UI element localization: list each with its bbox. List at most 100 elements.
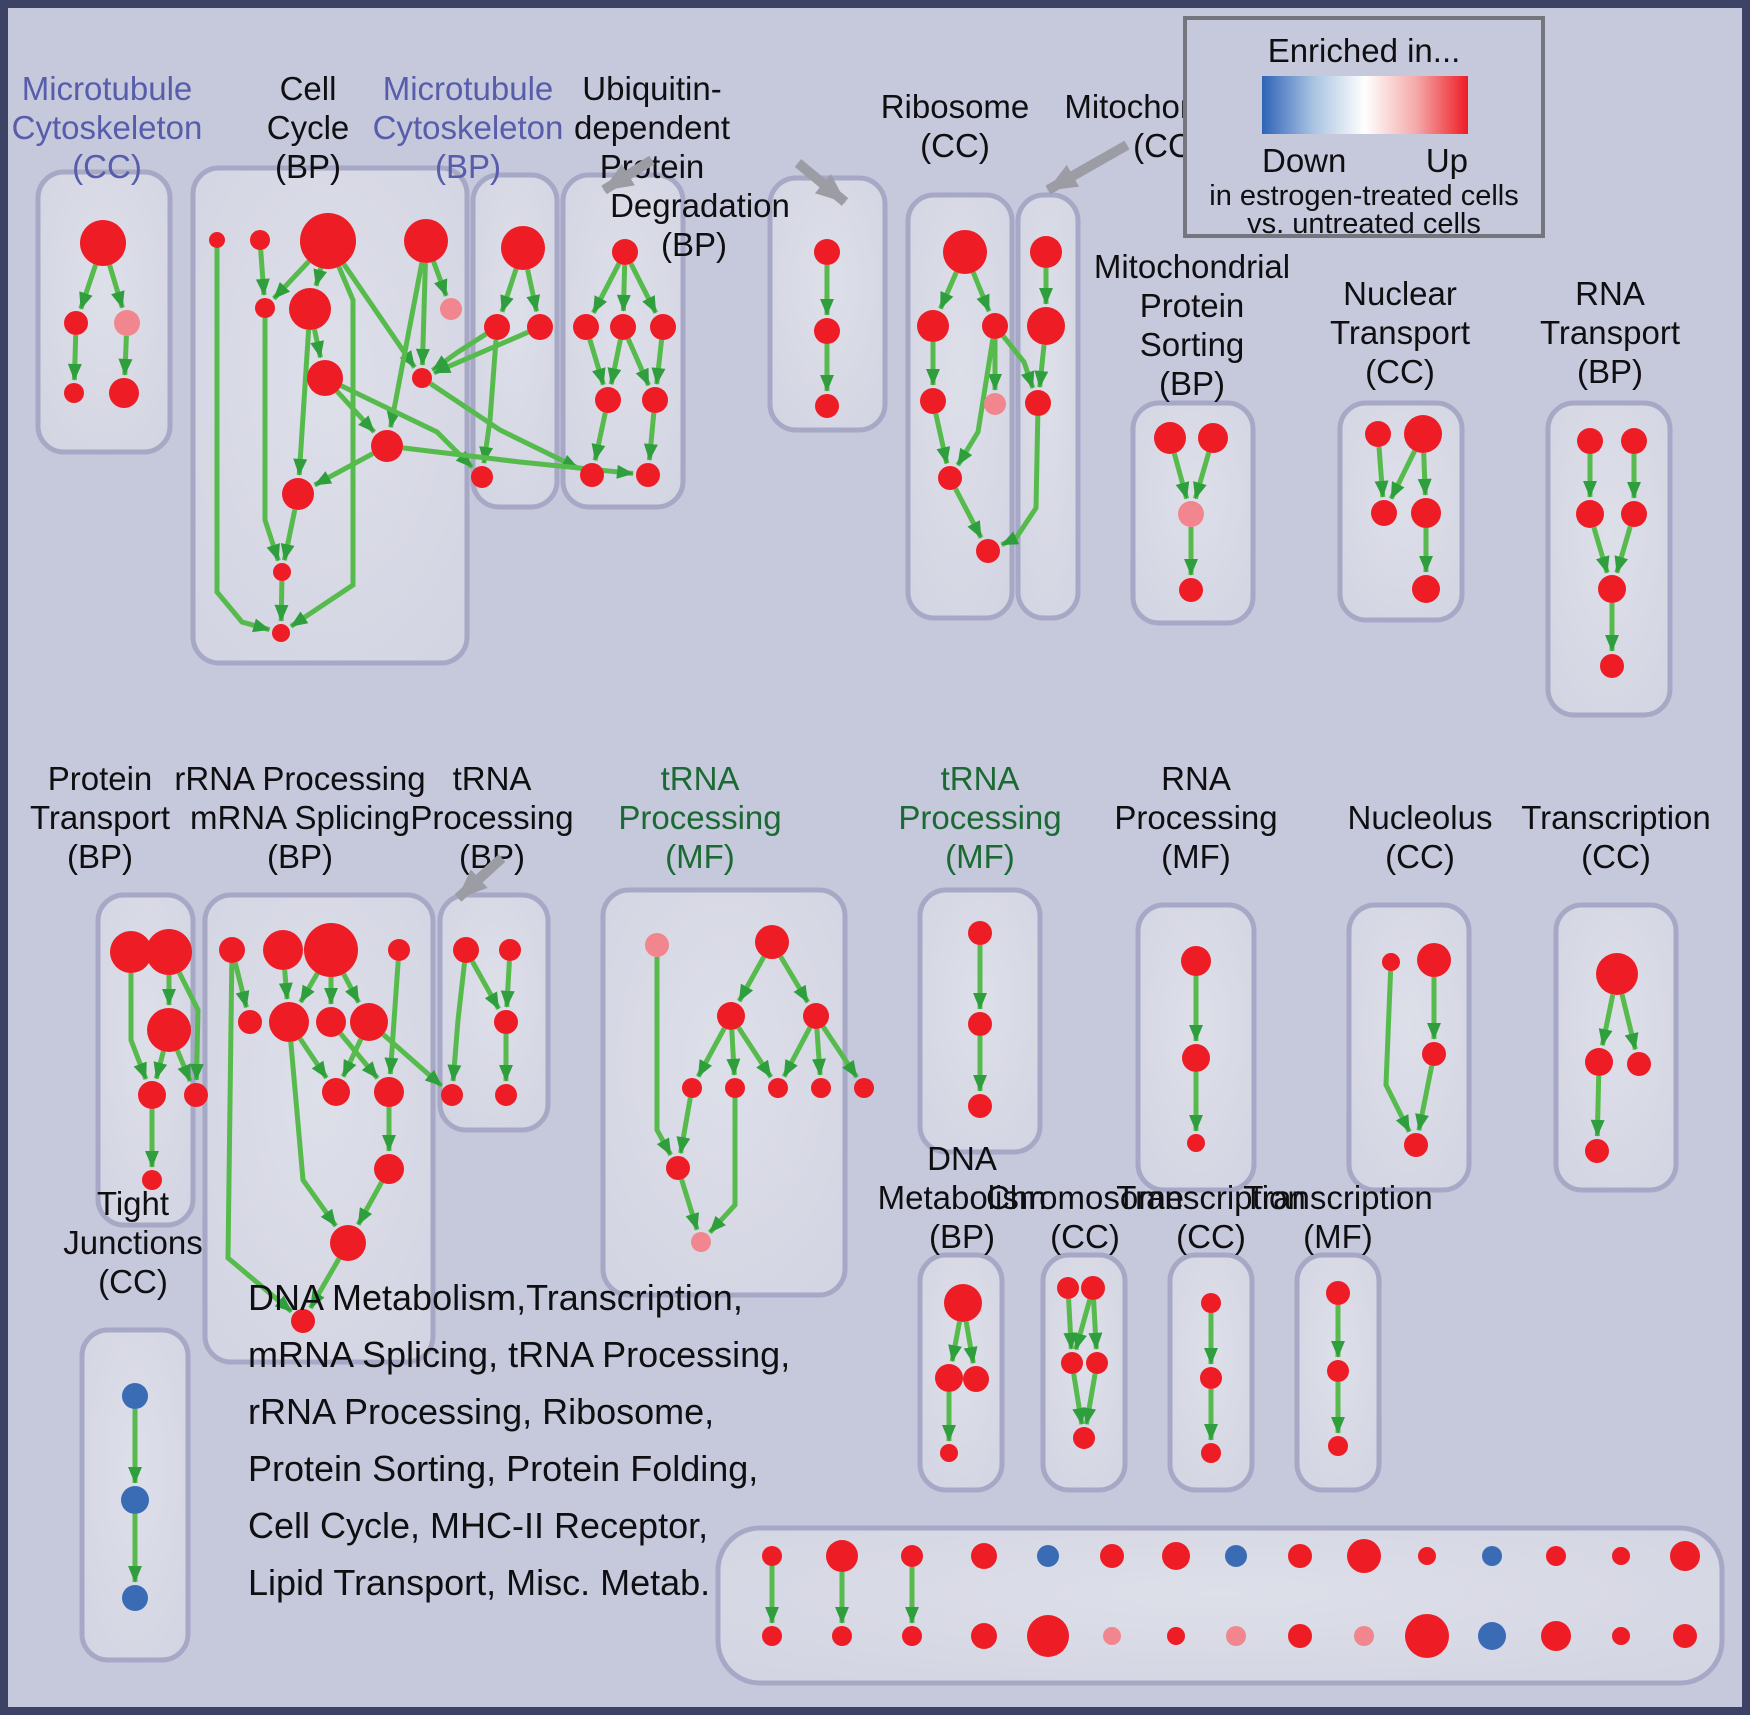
- label-pointer-arrow: [454, 854, 506, 902]
- go-edge-rrna_mrna: [341, 972, 361, 1004]
- go-edge-transcription_cc_a: [1619, 993, 1639, 1051]
- go-term-node-transcription_cc_b-e1: [1201, 1293, 1221, 1313]
- go-term-node-trna_mf_a-g7: [768, 1078, 788, 1098]
- go-term-node-dna_metabolism-d2: [935, 1364, 963, 1392]
- go-edge-mt_cyto_bp: [499, 268, 519, 313]
- strip-top-node-11: [1482, 1546, 1502, 1566]
- strip-top-node-10: [1418, 1547, 1436, 1565]
- go-edge-rrna_mrna: [356, 1180, 384, 1226]
- go-term-node-rna_transport-q5: [1598, 575, 1626, 603]
- go-edge-mt_cyto_bp: [525, 268, 541, 313]
- summary-strip-box: [715, 1525, 1725, 1686]
- go-edge-ubiquitin: [607, 339, 623, 385]
- strip-bottom-node-4: [1027, 1615, 1069, 1657]
- go-edge-cell_cycle: [293, 329, 312, 476]
- legend-gradient-bar: [1262, 76, 1468, 134]
- go-edge-cell_cycle: [310, 328, 324, 359]
- go-term-node-ribosome-r4: [920, 388, 946, 414]
- go-term-node-trna_bp-tb3: [494, 1010, 518, 1034]
- go-term-node-transcription_cc_a-tc1: [1596, 953, 1638, 995]
- go-term-node-transcription_cc_a-tc2: [1585, 1048, 1613, 1076]
- cluster-box-transcription_cc_a: [1553, 902, 1679, 1193]
- cluster-box-chromosome: [1040, 1252, 1128, 1493]
- strip-bottom-node-2: [902, 1626, 922, 1646]
- cluster-label-chromosome: Chromosome (CC): [986, 1179, 1184, 1255]
- legend-caption-2: vs. untreated cells: [1247, 208, 1481, 240]
- go-edge-rrna_mrna: [308, 1257, 342, 1310]
- go-term-node-rna_transport-q1: [1577, 428, 1603, 454]
- cluster-label-cell_cycle: Cell Cycle (BP): [267, 70, 350, 185]
- cluster-label-trna_mf_a: tRNA Processing (MF): [618, 760, 781, 875]
- go-term-node-transcription_cc_b-e3: [1201, 1443, 1221, 1463]
- label-pointer-arrow: [794, 159, 849, 206]
- cluster-label-mt_cyto_bp: Microtubule Cytoskeleton (BP): [373, 70, 564, 185]
- go-cross-edge: [381, 1032, 444, 1088]
- go-edge-cell_cycle: [280, 509, 298, 561]
- strip-top-node-14: [1670, 1541, 1700, 1571]
- cluster-label-transcription_cc_a: Transcription (CC): [1521, 799, 1711, 875]
- go-term-node-nuclear_transport-t5: [1412, 575, 1440, 603]
- go-term-node-trna_mf_a-g4: [803, 1003, 829, 1029]
- go-term-node-ribosome-r3: [982, 313, 1008, 339]
- go-term-node-ubiquitin_2-c3: [815, 394, 839, 418]
- go-term-node-trna_bp-tb1: [453, 937, 479, 963]
- go-term-node-rrna_mrna-rr7: [316, 1007, 346, 1037]
- go-term-node-ubiquitin-u8: [636, 463, 660, 487]
- go-term-node-cell_cycle-n1: [209, 232, 225, 248]
- go-term-node-cell_cycle-n11: [282, 478, 314, 510]
- legend-caption-1: in estrogen-treated cells: [1209, 180, 1519, 212]
- cluster-label-tight_junctions: Tight Junctions (CC): [63, 1185, 202, 1300]
- strip-top-node-4: [1037, 1545, 1059, 1567]
- cluster-box-trna_mf_a: [600, 887, 848, 1298]
- go-edge-rrna_mrna: [340, 1038, 364, 1078]
- go-term-node-rna_processing_mf-rp3: [1187, 1134, 1205, 1152]
- cluster-label-protein_transport: Protein Transport (BP): [30, 760, 170, 875]
- go-term-node-nuclear_transport-t2: [1404, 415, 1442, 453]
- go-term-node-nuclear_transport-t4: [1411, 498, 1441, 528]
- go-edge-cell_cycle: [214, 248, 271, 633]
- strip-top-node-5: [1100, 1544, 1124, 1568]
- strip-top-node-1: [826, 1540, 858, 1572]
- legend-up-label: Up: [1426, 142, 1468, 179]
- go-edge-cell_cycle: [313, 451, 375, 488]
- go-edge-trna_mf_a: [707, 1098, 738, 1235]
- go-term-node-protein_transport-pt4: [138, 1081, 166, 1109]
- go-edge-rrna_mrna: [288, 1041, 338, 1228]
- go-term-node-mt_cyto_cc-c: [114, 310, 140, 336]
- go-edge-trna_mf_a: [726, 1029, 741, 1076]
- go-term-node-nucleolus-nu1: [1382, 953, 1400, 971]
- go-term-node-mt_cyto_bp-m1: [501, 226, 545, 270]
- go-term-node-trna_mf_b-h3: [968, 1094, 992, 1118]
- go-term-node-chromosome-ch3: [1061, 1352, 1083, 1374]
- cluster-label-mito_protein_sorting: Mitochondrial Protein Sorting (BP): [1094, 248, 1290, 402]
- go-cross-edge: [432, 329, 530, 376]
- go-term-node-transcription_mf-f2: [1327, 1360, 1349, 1382]
- go-edge-mt_cyto_bp: [479, 339, 499, 464]
- go-term-node-ribosome-r1: [943, 230, 987, 274]
- go-term-node-mitochondrion-mt2: [1027, 307, 1065, 345]
- go-term-node-nuclear_transport-t1: [1365, 421, 1391, 447]
- legend-down-label: Down: [1262, 142, 1346, 179]
- go-edge-cell_cycle: [431, 260, 449, 297]
- go-term-node-cell_cycle-n8: [307, 360, 343, 396]
- go-term-node-rrna_mrna-rr4: [388, 939, 410, 961]
- go-edge-trna_mf_a: [811, 1028, 826, 1076]
- go-edge-trna_mf_a: [781, 1026, 813, 1078]
- go-term-node-protein_transport-pt3: [147, 1008, 191, 1052]
- go-edge-ubiquitin: [591, 262, 622, 314]
- strip-bottom-node-5: [1103, 1627, 1121, 1645]
- go-term-node-mitochondrion-mt3: [1025, 390, 1051, 416]
- go-term-node-protein_transport-pt5: [184, 1083, 208, 1107]
- go-edge-rna_transport: [1614, 525, 1633, 574]
- go-term-node-protein_transport-pt2: [146, 929, 192, 975]
- go-edge-cell_cycle: [415, 262, 430, 366]
- go-term-node-mitochondrion-mt1: [1030, 236, 1062, 268]
- go-term-node-rrna_mrna-rr11: [374, 1154, 404, 1184]
- cluster-box-nuclear_transport: [1337, 400, 1465, 623]
- go-edge-ribosome: [955, 338, 996, 467]
- go-term-node-ubiquitin-u4: [650, 314, 676, 340]
- strip-bottom-node-8: [1288, 1624, 1312, 1648]
- go-term-node-dna_metabolism-d4: [940, 1444, 958, 1462]
